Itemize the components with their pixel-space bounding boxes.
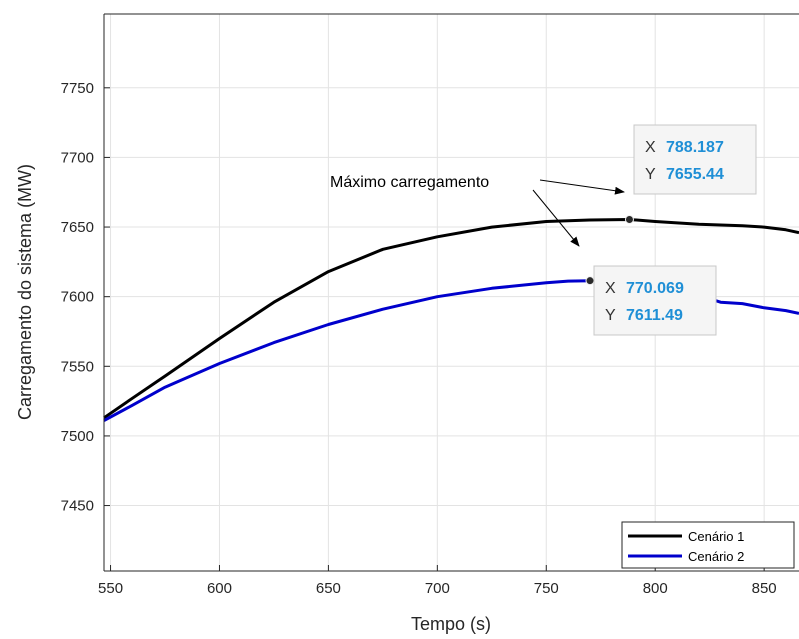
legend: Cenário 1 Cenário 2 — [621, 521, 795, 569]
x-axis-title: Tempo (s) — [411, 614, 491, 634]
y-tick-label: 7450 — [61, 498, 94, 515]
y-tick-label: 7600 — [61, 289, 94, 306]
y-tick-label: 7750 — [61, 80, 94, 97]
axes — [103, 13, 799, 572]
annotation-label: Máximo carregamento — [330, 174, 489, 191]
legend-label-series-1: Cenário 1 — [688, 529, 744, 544]
datatip-x-key: X — [605, 280, 616, 297]
datatip-box — [633, 124, 757, 195]
datatips: X 788.187 Y 7655.44 X 770.069 Y 7611.49 — [585, 124, 757, 336]
datatip-x-key: X — [645, 139, 656, 156]
datatip-y-value: 7611.49 — [626, 307, 683, 324]
y-axis-title: Carregamento do sistema (MW) — [15, 164, 35, 420]
x-tick-labels: 550 600 650 700 750 800 850 — [98, 580, 777, 597]
x-tick-label: 650 — [316, 580, 341, 597]
x-tick-label: 550 — [98, 580, 123, 597]
annotation-arrows — [532, 179, 625, 247]
annotation-arrow-2 — [532, 189, 580, 247]
annotation-arrow-1 — [539, 179, 625, 195]
legend-label-series-2: Cenário 2 — [688, 549, 744, 564]
datatip-x-value: 770.069 — [626, 280, 684, 297]
series-line-2 — [103, 279, 799, 422]
series-line-1 — [103, 218, 799, 420]
datatip-y-key: Y — [605, 307, 616, 324]
x-tick-label: 600 — [207, 580, 232, 597]
y-tick-label: 7500 — [61, 428, 94, 445]
legend-box — [621, 521, 795, 569]
series-lines — [103, 218, 799, 422]
y-tick-label: 7650 — [61, 219, 94, 236]
x-tick-label: 700 — [425, 580, 450, 597]
y-tick-label: 7550 — [61, 358, 94, 375]
x-tick-label: 750 — [534, 580, 559, 597]
datatip-y-value: 7655.44 — [666, 166, 724, 183]
datatip-x-value: 788.187 — [666, 139, 724, 156]
y-tick-labels: 7450 7500 7550 7600 7650 7700 7750 — [61, 80, 94, 515]
x-tick-label: 800 — [643, 580, 668, 597]
x-tick-label: 850 — [752, 580, 777, 597]
datatip-box — [593, 265, 717, 336]
datatip-marker — [585, 276, 595, 286]
datatip-marker — [624, 214, 634, 224]
datatip-y-key: Y — [645, 166, 656, 183]
y-tick-label: 7700 — [61, 149, 94, 166]
